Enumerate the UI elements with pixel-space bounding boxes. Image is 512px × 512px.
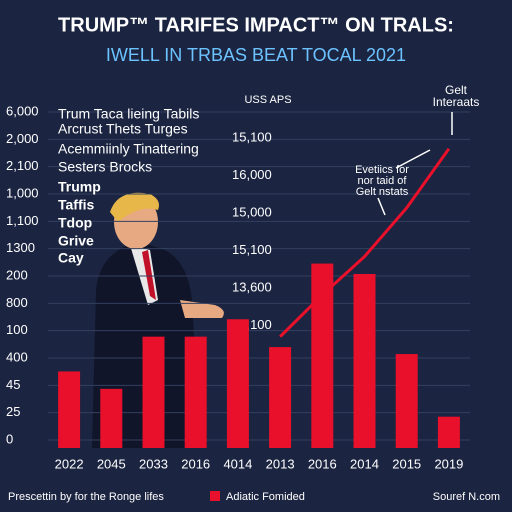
bar xyxy=(142,336,165,448)
bar xyxy=(311,263,334,448)
x-tick-label: 2022 xyxy=(55,456,84,471)
legend-label: Adiatic Fomided xyxy=(226,491,305,503)
annotation: Gelt nstats xyxy=(356,186,409,198)
left-axis-label: 25 xyxy=(6,404,20,419)
bar xyxy=(269,347,292,448)
bar xyxy=(226,319,249,448)
annotation: Interaats xyxy=(433,95,480,109)
bar xyxy=(100,388,123,448)
line-series xyxy=(279,147,451,338)
annotation: Evetiics for xyxy=(355,164,409,176)
x-tick-label: 2013 xyxy=(266,456,295,471)
x-tick-label: 2016 xyxy=(308,456,337,471)
x-tick-label: 4014 xyxy=(223,456,252,471)
x-tick-label: 2014 xyxy=(350,456,379,471)
overlay-text: Cay xyxy=(58,250,84,266)
overlay-text: Sesters Brocks xyxy=(58,159,152,175)
left-axis-label: 800 xyxy=(6,295,28,310)
annotation: Gelt xyxy=(445,83,468,97)
left-axis-label: 0 xyxy=(6,431,13,446)
overlay-text: Arcrust Thets Turges xyxy=(58,121,188,137)
right-axis-label: 15,100 xyxy=(232,242,272,257)
annotation-arrow xyxy=(377,197,386,216)
chart-title: TRUMP™ TARIFES IMPACT™ ON TRALS: xyxy=(58,14,454,36)
x-tick-label: 2019 xyxy=(434,456,463,471)
bar xyxy=(58,371,81,448)
x-tick-label: 2016 xyxy=(181,456,210,471)
left-axis-label: 400 xyxy=(6,349,28,364)
footer-right: Souref N.com xyxy=(433,491,500,503)
annotation: nor taid of xyxy=(358,175,408,187)
right-axis-label: 13,600 xyxy=(232,279,272,294)
chart-subtitle: IWELL IN TRBAS BEAT TOCAL 2021 xyxy=(106,45,406,65)
bar xyxy=(395,354,418,448)
right-axis-label: 15,100 xyxy=(232,129,272,144)
overlay-text: Taffis xyxy=(58,197,95,213)
left-axis-label: 1300 xyxy=(6,240,35,255)
legend-swatch xyxy=(210,491,220,501)
left-axis-label: 1,000 xyxy=(6,185,39,200)
overlay-text: Acemmiinly Tinattering xyxy=(58,141,199,157)
right-axis-label: 15,000 xyxy=(232,204,272,219)
bar xyxy=(437,416,460,448)
left-axis-label: 100 xyxy=(6,322,28,337)
left-axis-label: 45 xyxy=(6,377,20,392)
left-axis-label: 2,100 xyxy=(6,158,39,173)
x-tick-label: 2033 xyxy=(139,456,168,471)
left-axis-label: 200 xyxy=(6,267,28,282)
left-axis-label: 2,000 xyxy=(6,131,39,146)
overlay-text: Trum Taca lieing Tabils xyxy=(58,106,199,122)
overlay-text: Grive xyxy=(58,233,94,249)
overlay-text: Tdop xyxy=(58,215,92,231)
bar xyxy=(353,274,376,448)
right-axis-title: USS APS xyxy=(244,94,291,106)
bar xyxy=(184,336,207,448)
left-axis-label: 6,000 xyxy=(6,103,39,118)
x-tick-label: 2015 xyxy=(392,456,421,471)
overlay-text: Trump xyxy=(58,179,101,195)
right-axis-label: 16,000 xyxy=(232,167,272,182)
x-tick-label: 2045 xyxy=(97,456,126,471)
annotation-arrow xyxy=(395,149,431,169)
footer-left: Prescettin by for the Ronge lifes xyxy=(8,491,164,503)
left-axis-label: 1,100 xyxy=(6,213,39,228)
